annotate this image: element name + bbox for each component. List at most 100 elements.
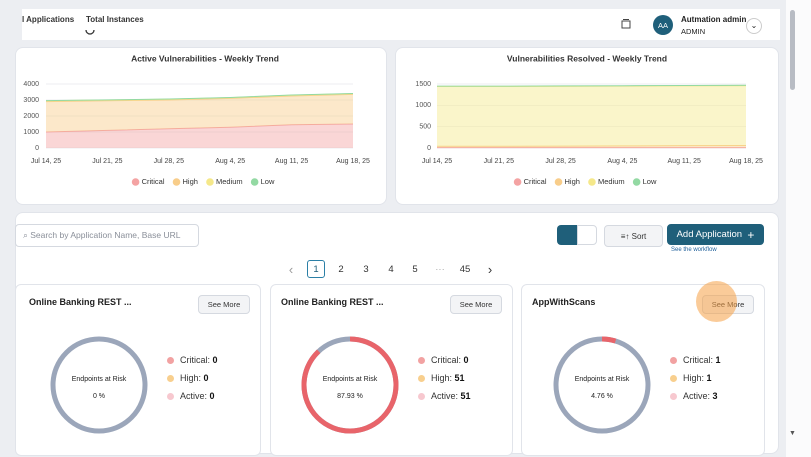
workflow-link[interactable]: See the workflow — [671, 247, 717, 253]
avatar[interactable]: AA — [653, 15, 673, 35]
stat-value: 3 — [713, 391, 718, 401]
stat-dot — [670, 375, 677, 382]
legend-label: Critical — [142, 177, 165, 186]
chart-title: Active Vulnerabilities - Weekly Trend — [131, 53, 279, 63]
stat-dot — [167, 375, 174, 382]
stat-label: Critical: — [180, 355, 210, 365]
stat-label: Active: — [180, 391, 207, 401]
x-tick-label: Aug 4, 25 — [607, 158, 637, 165]
page-number[interactable]: 2 — [332, 260, 350, 278]
y-tick-label: 2000 — [23, 113, 39, 120]
legend-swatch — [206, 178, 214, 186]
user-role: ADMIN — [681, 27, 705, 36]
stat-row: Active: 51 — [418, 391, 471, 401]
icon[interactable] — [620, 18, 632, 30]
tab[interactable]: Total Instances — [86, 15, 144, 24]
see-more-button[interactable]: See More — [198, 295, 250, 314]
stat-value: 51 — [455, 373, 465, 383]
x-tick-label: Aug 18, 25 — [336, 158, 370, 165]
search-placeholder: Search by Application Name, Base URL — [30, 230, 180, 240]
stat-dot — [418, 357, 425, 364]
y-tick-label: 0 — [427, 145, 431, 152]
stat-dot — [167, 393, 174, 400]
stat-row: High: 51 — [418, 373, 465, 383]
gauge-track — [53, 339, 145, 431]
app-name: AppWithScans — [532, 297, 595, 307]
y-tick-label: 500 — [419, 124, 431, 131]
see-more-button[interactable]: See More — [450, 295, 502, 314]
stat-label: Active: — [683, 391, 710, 401]
y-tick-label: 1500 — [415, 81, 431, 88]
stat-row: Active: 3 — [670, 391, 718, 401]
spinner — [84, 24, 96, 36]
x-tick-label: Jul 14, 25 — [422, 158, 452, 165]
stat-value: 1 — [716, 355, 721, 365]
app-name: Online Banking REST ... — [29, 297, 132, 307]
legend-swatch — [251, 178, 259, 186]
stat-label: Critical: — [683, 355, 713, 365]
stat-dot — [670, 357, 677, 364]
y-tick-label: 4000 — [23, 81, 39, 88]
page-number[interactable]: 5 — [406, 260, 424, 278]
search-box[interactable]: ⌕ Search by Application Name, Base URL — [15, 224, 199, 247]
gauge-title: Endpoints at Risk — [72, 376, 127, 383]
page-number[interactable]: 45 — [456, 260, 474, 278]
stat-row: Critical: 0 — [167, 355, 218, 365]
list-view[interactable] — [577, 225, 597, 245]
next-page[interactable]: › — [481, 260, 499, 278]
x-tick-label: Jul 21, 25 — [484, 158, 514, 165]
stat-value: 0 — [464, 355, 469, 365]
stat-label: High: — [180, 373, 201, 383]
gauge: Endpoints at Risk 87.93 % — [295, 330, 405, 440]
chart: Vulnerabilities Resolved - Weekly Trend 0… — [396, 48, 778, 204]
y-tick-label: 1000 — [415, 102, 431, 109]
page-number[interactable]: 1 — [307, 260, 325, 278]
gauge-value: 87.93 % — [337, 393, 363, 400]
gauge-title: Endpoints at Risk — [575, 376, 630, 383]
stat-value: 1 — [707, 373, 712, 383]
top-bar: l Applications Total Instances AA Autmat… — [22, 9, 780, 40]
gauge: Endpoints at Risk 4.76 % — [547, 330, 657, 440]
sort-label: Sort — [632, 232, 647, 241]
legend-swatch — [514, 178, 522, 186]
page-number[interactable]: ··· — [431, 260, 449, 278]
grid-view[interactable] — [557, 225, 577, 245]
add-label: Add Application — [677, 229, 743, 240]
chart-title: Vulnerabilities Resolved - Weekly Trend — [507, 53, 667, 63]
legend-label: High — [183, 177, 198, 186]
x-tick-label: Jul 14, 25 — [31, 158, 61, 165]
tab[interactable]: l Applications — [22, 15, 74, 24]
stat-dot — [670, 393, 677, 400]
gauge: Endpoints at Risk 0 % — [44, 330, 154, 440]
gauge-value: 4.76 % — [591, 393, 613, 400]
prev-page[interactable]: ‹ — [282, 260, 300, 278]
add-button[interactable]: Add Application + — [667, 224, 764, 245]
app-name: Online Banking REST ... — [281, 297, 384, 307]
legend-label: Low — [643, 177, 657, 186]
page-number[interactable]: 4 — [382, 260, 400, 278]
page-number[interactable]: 3 — [357, 260, 375, 278]
sort-button[interactable]: ≡↑ Sort — [604, 225, 663, 247]
legend-swatch — [132, 178, 140, 186]
x-tick-label: Aug 11, 25 — [275, 158, 308, 165]
stat-dot — [418, 375, 425, 382]
gauge-track — [556, 339, 648, 431]
gauge-value: 0 % — [93, 393, 105, 400]
stat-value: 0 — [213, 355, 218, 365]
x-tick-label: Jul 28, 25 — [545, 158, 575, 165]
gauge-title: Endpoints at Risk — [323, 376, 378, 383]
legend-label: Low — [261, 177, 275, 186]
user-name: Autmation admin — [681, 15, 746, 24]
gauge-arc — [304, 339, 396, 431]
legend-swatch — [555, 178, 563, 186]
x-tick-label: Aug 4, 25 — [215, 158, 245, 165]
stat-value: 0 — [204, 373, 209, 383]
legend-label: Medium — [598, 177, 625, 186]
stat-label: Critical: — [431, 355, 461, 365]
area — [437, 86, 746, 147]
x-tick-label: Aug 11, 25 — [668, 158, 701, 165]
chevron[interactable]: ⌄ — [746, 18, 762, 34]
stat-row: High: 0 — [167, 373, 209, 383]
y-tick-label: 0 — [35, 145, 39, 152]
